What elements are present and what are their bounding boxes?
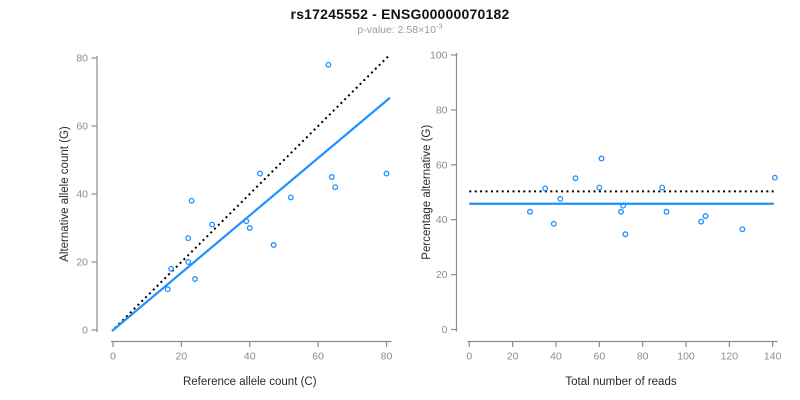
data-point	[557, 195, 564, 202]
data-point	[527, 208, 533, 215]
data-point	[542, 185, 549, 192]
x-tick-label: 100	[677, 351, 695, 363]
data-point	[287, 194, 294, 201]
identity-line	[114, 55, 390, 330]
x-tick-label: 120	[721, 351, 739, 363]
left-scatter-panel: 0 20 40 60 80 0 20 40 60 80 Reference allele count…	[59, 53, 392, 389]
y-axis-title: Percentage alternative (G)	[421, 125, 433, 260]
pvalue-label: p-value:	[357, 24, 398, 36]
data-point	[209, 221, 216, 228]
data-point	[325, 61, 332, 68]
y-tick-label: 0	[82, 325, 88, 337]
x-axis-title: Total number of reads	[565, 376, 676, 388]
data-point	[168, 265, 175, 272]
data-point	[270, 242, 277, 248]
y-tick-label: 40	[436, 214, 448, 226]
x-tick-label: 20	[507, 351, 519, 363]
data-point	[598, 155, 605, 162]
right-scatter-panel: 0 20 40 60 80 100 120 140 0 20 40 60 80 100 Total numb…	[421, 50, 782, 389]
data-point	[620, 202, 627, 209]
pvalue-subtitle: p-value: 2.58×10-3	[0, 21, 800, 36]
x-tick-label: 40	[550, 351, 562, 363]
data-point	[618, 208, 624, 215]
y-tick-label: 80	[436, 104, 448, 116]
data-point	[596, 184, 603, 191]
data-point	[663, 208, 670, 215]
x-tick-label: 60	[312, 351, 324, 363]
x-axis-title: Reference allele count (C)	[183, 376, 317, 388]
data-point	[622, 231, 629, 238]
data-point	[702, 213, 709, 220]
pvalue-exponent: -3	[435, 21, 443, 31]
data-point	[659, 184, 666, 191]
x-tick-label: 20	[176, 351, 188, 363]
x-tick-label: 0	[466, 351, 472, 363]
y-tick-label: 20	[436, 269, 448, 281]
data-point	[550, 220, 557, 227]
y-tick-label: 40	[76, 189, 88, 201]
pvalue-mantissa: 2.58	[397, 24, 419, 36]
pvalue-times-sign: ×	[418, 24, 425, 36]
x-tick-label: 0	[110, 351, 116, 363]
x-tick-label: 40	[244, 351, 256, 363]
data-point	[383, 170, 390, 177]
data-point	[328, 174, 335, 180]
data-point	[332, 184, 339, 191]
x-tick-label: 140	[764, 351, 782, 363]
data-point	[246, 225, 253, 231]
data-point	[739, 226, 746, 233]
data-point	[185, 235, 192, 242]
y-tick-label: 60	[436, 159, 448, 171]
data-point	[698, 218, 705, 225]
x-tick-label: 80	[381, 351, 393, 363]
y-tick-label: 80	[76, 53, 88, 65]
fit-line	[111, 96, 391, 332]
y-tick-label: 100	[430, 50, 448, 62]
data-point	[164, 286, 171, 293]
data-point	[185, 259, 192, 265]
y-tick-label: 0	[442, 324, 448, 336]
pvalue-base: 10	[424, 24, 436, 36]
data-point	[771, 174, 778, 181]
y-tick-label: 20	[76, 257, 88, 269]
figure-title: rs17245552 - ENSG00000070182	[290, 6, 510, 22]
data-point	[257, 170, 263, 177]
y-axis-title: Alternative allele count (G)	[59, 126, 71, 262]
data-point	[188, 197, 195, 204]
data-point	[572, 175, 579, 182]
x-tick-label: 80	[637, 351, 649, 363]
x-tick-label: 60	[593, 351, 605, 363]
data-point	[243, 218, 250, 225]
y-tick-label: 60	[76, 121, 88, 133]
data-point	[192, 276, 198, 282]
